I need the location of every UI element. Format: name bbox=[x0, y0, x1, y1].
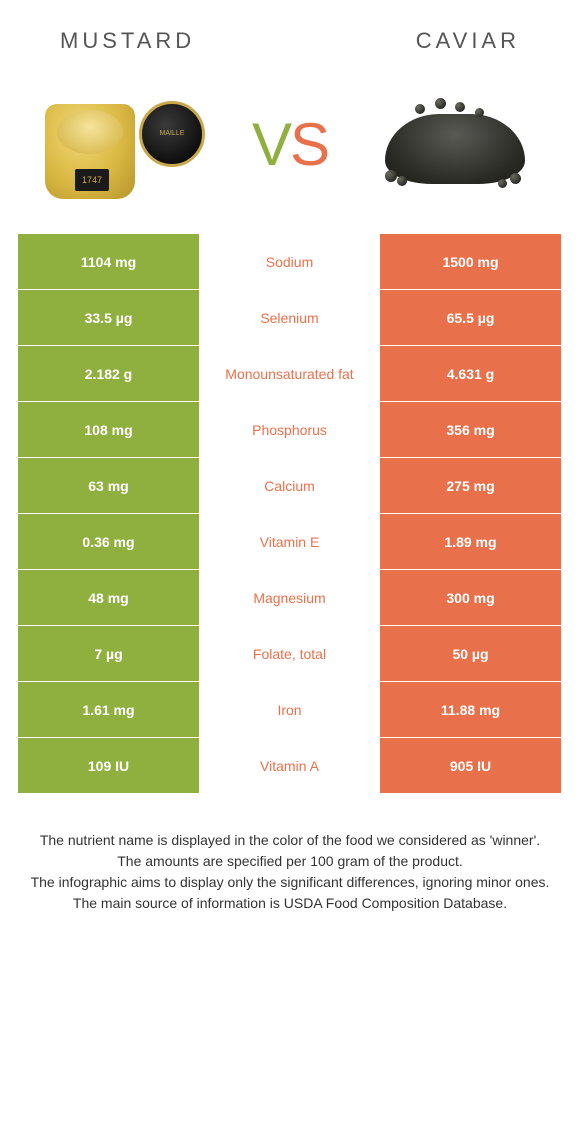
header-row: MUSTARD CAVIAR bbox=[0, 0, 580, 64]
left-value-cell: 48 mg bbox=[18, 570, 199, 625]
nutrient-name-cell: Selenium bbox=[199, 290, 380, 345]
left-value-cell: 1104 mg bbox=[18, 234, 199, 289]
left-value-cell: 108 mg bbox=[18, 402, 199, 457]
nutrient-name-cell: Monounsaturated fat bbox=[199, 346, 380, 401]
table-row: 1104 mgSodium1500 mg bbox=[18, 234, 562, 290]
table-row: 0.36 mgVitamin E1.89 mg bbox=[18, 514, 562, 570]
nutrition-table: 1104 mgSodium1500 mg33.5 µgSelenium65.5 … bbox=[18, 234, 562, 794]
nutrient-name-cell: Vitamin E bbox=[199, 514, 380, 569]
vs-text: VS bbox=[252, 110, 328, 179]
mustard-year-label: 1747 bbox=[75, 169, 109, 191]
right-value-cell: 50 µg bbox=[380, 626, 561, 681]
left-value-cell: 109 IU bbox=[18, 738, 199, 793]
vs-s-letter: S bbox=[290, 111, 328, 178]
right-value-cell: 905 IU bbox=[380, 738, 561, 793]
table-row: 2.182 gMonounsaturated fat4.631 g bbox=[18, 346, 562, 402]
nutrient-name-cell: Folate, total bbox=[199, 626, 380, 681]
right-value-cell: 356 mg bbox=[380, 402, 561, 457]
left-value-cell: 1.61 mg bbox=[18, 682, 199, 737]
mustard-image: MAILLE 1747 bbox=[40, 84, 210, 204]
right-food-title: CAVIAR bbox=[416, 28, 520, 54]
footer-notes: The nutrient name is displayed in the co… bbox=[0, 794, 580, 914]
left-value-cell: 63 mg bbox=[18, 458, 199, 513]
nutrient-name-cell: Magnesium bbox=[199, 570, 380, 625]
table-row: 109 IUVitamin A905 IU bbox=[18, 738, 562, 794]
left-food-title: MUSTARD bbox=[60, 28, 195, 54]
right-value-cell: 65.5 µg bbox=[380, 290, 561, 345]
table-row: 33.5 µgSelenium65.5 µg bbox=[18, 290, 562, 346]
vs-v-letter: V bbox=[252, 111, 290, 178]
right-value-cell: 11.88 mg bbox=[380, 682, 561, 737]
right-value-cell: 275 mg bbox=[380, 458, 561, 513]
footer-line-1: The nutrient name is displayed in the co… bbox=[28, 830, 552, 851]
left-value-cell: 7 µg bbox=[18, 626, 199, 681]
table-row: 48 mgMagnesium300 mg bbox=[18, 570, 562, 626]
nutrient-name-cell: Sodium bbox=[199, 234, 380, 289]
left-value-cell: 0.36 mg bbox=[18, 514, 199, 569]
footer-line-2: The amounts are specified per 100 gram o… bbox=[28, 851, 552, 872]
right-value-cell: 300 mg bbox=[380, 570, 561, 625]
nutrient-name-cell: Iron bbox=[199, 682, 380, 737]
table-row: 63 mgCalcium275 mg bbox=[18, 458, 562, 514]
footer-line-3: The infographic aims to display only the… bbox=[28, 872, 552, 893]
images-row: MAILLE 1747 VS bbox=[0, 64, 580, 234]
right-value-cell: 1.89 mg bbox=[380, 514, 561, 569]
caviar-image bbox=[370, 84, 540, 204]
nutrient-name-cell: Calcium bbox=[199, 458, 380, 513]
right-value-cell: 4.631 g bbox=[380, 346, 561, 401]
footer-line-4: The main source of information is USDA F… bbox=[28, 893, 552, 914]
table-row: 108 mgPhosphorus356 mg bbox=[18, 402, 562, 458]
nutrient-name-cell: Phosphorus bbox=[199, 402, 380, 457]
table-row: 7 µgFolate, total50 µg bbox=[18, 626, 562, 682]
left-value-cell: 33.5 µg bbox=[18, 290, 199, 345]
table-row: 1.61 mgIron11.88 mg bbox=[18, 682, 562, 738]
left-value-cell: 2.182 g bbox=[18, 346, 199, 401]
right-value-cell: 1500 mg bbox=[380, 234, 561, 289]
nutrient-name-cell: Vitamin A bbox=[199, 738, 380, 793]
